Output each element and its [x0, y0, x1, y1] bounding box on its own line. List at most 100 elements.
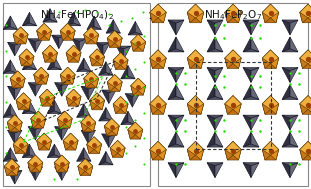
Polygon shape: [57, 111, 72, 124]
Polygon shape: [28, 163, 43, 172]
Polygon shape: [128, 122, 143, 135]
Polygon shape: [243, 163, 251, 178]
Polygon shape: [282, 163, 290, 178]
Polygon shape: [300, 50, 308, 69]
Polygon shape: [300, 141, 308, 160]
Polygon shape: [106, 20, 113, 33]
Polygon shape: [81, 86, 88, 100]
Polygon shape: [300, 96, 308, 114]
Polygon shape: [158, 96, 166, 114]
Ellipse shape: [31, 47, 58, 98]
Polygon shape: [282, 67, 290, 83]
Polygon shape: [128, 32, 142, 35]
Polygon shape: [16, 93, 31, 105]
Polygon shape: [107, 38, 122, 48]
Polygon shape: [131, 86, 146, 95]
Polygon shape: [196, 50, 204, 69]
Polygon shape: [47, 155, 62, 158]
Polygon shape: [39, 89, 55, 102]
Polygon shape: [74, 45, 81, 62]
Polygon shape: [60, 75, 75, 84]
Polygon shape: [47, 111, 62, 114]
Polygon shape: [66, 89, 74, 106]
Polygon shape: [187, 104, 204, 114]
Polygon shape: [150, 50, 166, 64]
Polygon shape: [55, 167, 69, 170]
Polygon shape: [19, 49, 26, 66]
Polygon shape: [97, 93, 104, 110]
Polygon shape: [262, 4, 271, 23]
Polygon shape: [187, 58, 204, 69]
Polygon shape: [150, 50, 158, 69]
Polygon shape: [72, 39, 87, 41]
Polygon shape: [243, 20, 259, 23]
Polygon shape: [74, 12, 81, 26]
Polygon shape: [84, 58, 91, 72]
Polygon shape: [87, 137, 94, 154]
Polygon shape: [84, 148, 91, 161]
Polygon shape: [35, 83, 43, 96]
Polygon shape: [30, 100, 37, 114]
Polygon shape: [15, 42, 22, 56]
Polygon shape: [271, 141, 279, 160]
Polygon shape: [207, 115, 215, 130]
Polygon shape: [15, 86, 22, 100]
Polygon shape: [13, 137, 21, 154]
Polygon shape: [135, 21, 142, 35]
Polygon shape: [109, 134, 116, 147]
Polygon shape: [300, 4, 311, 18]
Polygon shape: [300, 12, 311, 23]
Polygon shape: [150, 4, 166, 18]
Polygon shape: [282, 115, 290, 130]
Polygon shape: [7, 115, 22, 127]
Polygon shape: [54, 155, 69, 167]
Polygon shape: [290, 132, 298, 147]
Polygon shape: [60, 23, 75, 36]
Polygon shape: [150, 58, 166, 69]
Polygon shape: [225, 104, 241, 114]
Polygon shape: [41, 67, 49, 84]
Polygon shape: [68, 23, 75, 40]
Polygon shape: [207, 115, 223, 118]
Polygon shape: [10, 71, 18, 88]
Polygon shape: [207, 132, 215, 147]
Polygon shape: [308, 96, 311, 114]
Polygon shape: [81, 115, 96, 127]
Polygon shape: [300, 141, 311, 155]
Polygon shape: [37, 23, 52, 36]
Polygon shape: [215, 37, 223, 52]
Polygon shape: [55, 127, 62, 140]
Polygon shape: [233, 50, 241, 69]
Polygon shape: [31, 111, 38, 128]
Polygon shape: [90, 100, 104, 110]
Polygon shape: [207, 163, 223, 166]
Polygon shape: [110, 140, 118, 157]
Polygon shape: [7, 170, 22, 173]
Polygon shape: [34, 67, 49, 80]
Polygon shape: [96, 42, 103, 56]
Polygon shape: [87, 137, 102, 149]
Polygon shape: [187, 141, 196, 160]
Polygon shape: [10, 148, 17, 161]
Polygon shape: [87, 16, 94, 29]
Polygon shape: [251, 20, 259, 35]
Polygon shape: [28, 83, 35, 96]
Polygon shape: [168, 163, 184, 166]
Polygon shape: [4, 166, 19, 176]
Ellipse shape: [173, 27, 215, 82]
Ellipse shape: [81, 29, 107, 69]
Polygon shape: [16, 93, 24, 110]
Polygon shape: [125, 94, 132, 107]
Polygon shape: [66, 45, 81, 58]
Polygon shape: [113, 104, 128, 113]
Polygon shape: [106, 62, 113, 75]
Polygon shape: [176, 115, 184, 130]
Polygon shape: [150, 141, 166, 155]
Polygon shape: [113, 96, 121, 113]
Polygon shape: [55, 167, 62, 180]
Polygon shape: [196, 96, 204, 114]
Polygon shape: [150, 4, 158, 23]
Polygon shape: [39, 97, 55, 106]
Polygon shape: [131, 34, 138, 51]
Polygon shape: [102, 90, 116, 93]
